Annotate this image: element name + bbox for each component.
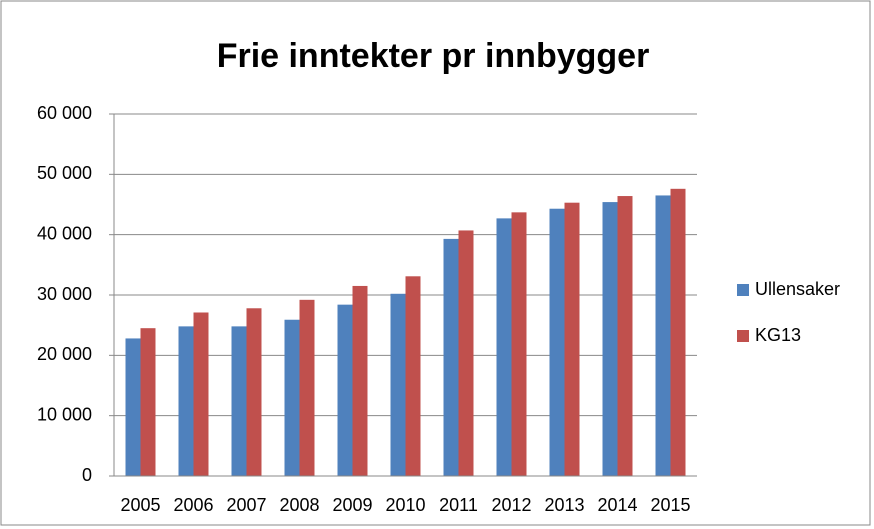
chart-title: Frie inntekter pr innbygger — [217, 37, 650, 75]
x-tick-label: 2007 — [226, 495, 266, 515]
y-tick-label: 60 000 — [37, 103, 92, 123]
legend-label: Ullensaker — [755, 279, 840, 299]
y-tick-label: 20 000 — [37, 344, 92, 364]
bar — [443, 238, 459, 476]
y-tick-label: 0 — [82, 465, 92, 485]
bar — [511, 212, 527, 477]
bar — [549, 208, 565, 476]
x-tick-label: 2011 — [439, 495, 478, 515]
x-tick-label: 2013 — [544, 495, 584, 515]
bar — [655, 195, 671, 476]
bar — [405, 276, 421, 476]
bar — [617, 196, 633, 476]
bar — [299, 299, 315, 476]
bar — [193, 312, 209, 476]
bar — [390, 293, 406, 476]
y-tick-label: 30 000 — [37, 284, 92, 304]
x-tick-label: 2014 — [597, 495, 637, 515]
bar — [140, 328, 156, 476]
x-tick-label: 2009 — [332, 495, 372, 515]
bar — [602, 202, 618, 476]
legend-swatch — [737, 330, 749, 342]
bar — [284, 319, 300, 476]
bar — [352, 285, 368, 476]
bar — [178, 326, 194, 476]
bar — [231, 326, 247, 476]
y-tick-label: 50 000 — [37, 163, 92, 183]
x-tick-label: 2006 — [173, 495, 213, 515]
x-tick-label: 2010 — [385, 495, 425, 515]
bar — [670, 188, 686, 476]
legend-label: KG13 — [755, 325, 801, 345]
bar — [496, 218, 512, 477]
x-tick-label: 2005 — [120, 495, 160, 515]
x-tick-label: 2015 — [650, 495, 690, 515]
x-tick-label: 2012 — [491, 495, 531, 515]
y-tick-label: 40 000 — [37, 223, 92, 243]
bar — [246, 308, 262, 476]
x-tick-label: 2008 — [279, 495, 319, 515]
bar — [337, 304, 353, 476]
bar — [125, 338, 141, 476]
bar — [458, 230, 474, 476]
y-tick-label: 10 000 — [37, 404, 92, 424]
bar — [564, 202, 580, 476]
legend-swatch — [737, 284, 749, 296]
